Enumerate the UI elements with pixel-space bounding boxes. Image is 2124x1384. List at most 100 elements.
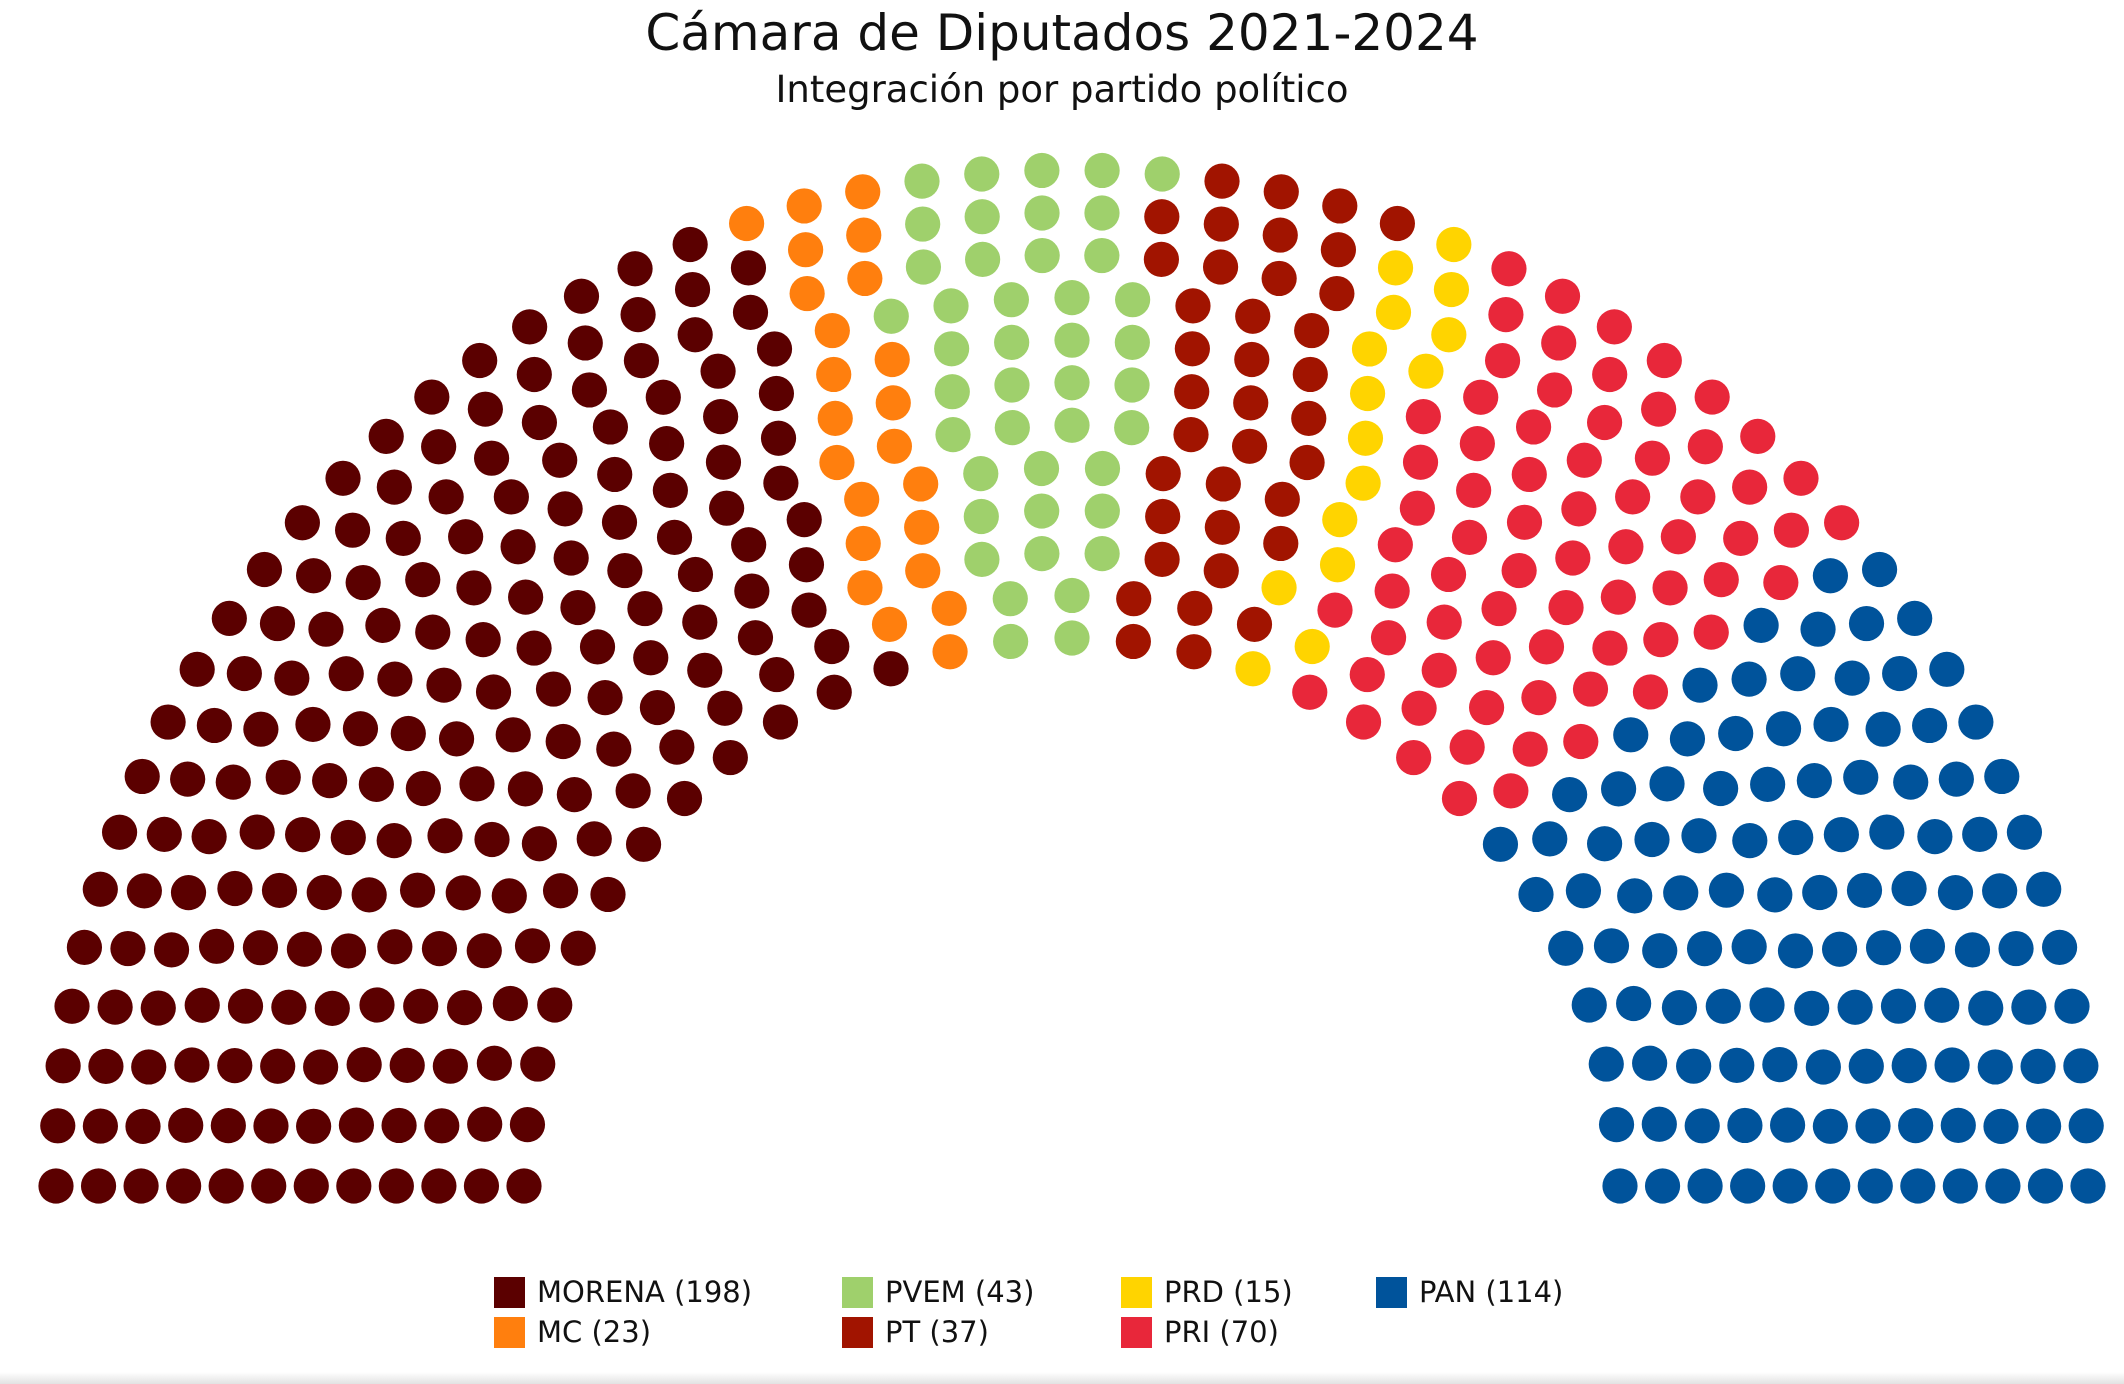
- seat-pan: [1846, 872, 1883, 909]
- legend-label: PRI (70): [1164, 1315, 1279, 1349]
- seat-mc: [819, 444, 855, 481]
- seat-pan: [1893, 764, 1929, 800]
- seat-mc: [786, 188, 822, 224]
- seat-pan: [1898, 1108, 1934, 1144]
- seat-pt: [1379, 205, 1415, 242]
- seat-pan: [1777, 933, 1814, 969]
- seat-mc: [814, 312, 850, 349]
- seat-pri: [1773, 512, 1809, 548]
- seat-pt: [1175, 288, 1211, 324]
- seat-pan: [1977, 1049, 2013, 1085]
- seat-morena: [242, 930, 279, 966]
- seat-morena: [474, 821, 510, 858]
- seat-pan: [1912, 707, 1948, 744]
- seat-morena: [217, 870, 253, 907]
- seat-prd: [1408, 353, 1444, 389]
- seat-pan: [1796, 763, 1832, 799]
- seat-morena: [377, 661, 413, 697]
- seat-prd: [1349, 375, 1386, 412]
- seat-morena: [652, 472, 688, 508]
- seat-pri: [1475, 640, 1511, 676]
- seat-pan: [1837, 989, 1873, 1025]
- seat-pan: [1518, 876, 1554, 913]
- seat-morena: [174, 1047, 210, 1083]
- seat-pan: [1861, 551, 1898, 588]
- seat-pri: [1592, 356, 1628, 393]
- legend-label: MORENA (198): [537, 1275, 753, 1309]
- seat-morena: [627, 590, 663, 627]
- seat-morena: [261, 872, 298, 909]
- seat-pan: [1869, 814, 1905, 850]
- seat-morena: [123, 1168, 159, 1204]
- seat-pan: [1834, 660, 1870, 696]
- seat-morena: [389, 1047, 425, 1083]
- seat-morena: [54, 988, 90, 1024]
- seat-pan: [2006, 814, 2043, 850]
- legend-swatch: [842, 1316, 873, 1348]
- seat-morena: [88, 1048, 124, 1084]
- seat-morena: [542, 442, 578, 478]
- seat-morena: [473, 440, 510, 476]
- seat-pri: [1632, 674, 1669, 710]
- seat-morena: [80, 1168, 117, 1204]
- seat-pan: [1937, 875, 1974, 911]
- seat-morena: [645, 379, 681, 415]
- seat-morena: [330, 819, 366, 856]
- seat-pan: [1641, 1106, 1677, 1142]
- seat-morena: [456, 570, 492, 606]
- seat-morena: [378, 1168, 414, 1204]
- seat-morena: [399, 872, 436, 908]
- seat-morena: [215, 764, 251, 800]
- seat-morena: [336, 1168, 372, 1204]
- seat-pan: [2063, 1048, 2099, 1084]
- seat-pvem: [1054, 620, 1090, 656]
- seat-pan: [1815, 1168, 1851, 1204]
- seat-pvem: [873, 298, 909, 334]
- seat-morena: [521, 404, 558, 441]
- seat-pvem: [1084, 493, 1120, 529]
- seat-pan: [1617, 878, 1653, 914]
- seat-pvem: [963, 498, 999, 535]
- seat-pan: [1891, 870, 1927, 907]
- seat-pan: [1982, 873, 2018, 909]
- seat-pt: [1174, 331, 1210, 367]
- seat-pvem: [994, 410, 1030, 446]
- seat-pri: [1732, 469, 1768, 505]
- seat-morena: [328, 656, 364, 692]
- seat-pan: [1602, 1168, 1638, 1204]
- seat-mc: [905, 553, 941, 589]
- seat-morena: [491, 878, 527, 914]
- seat-pan: [1532, 821, 1568, 857]
- seat-pvem: [1054, 365, 1090, 401]
- seat-prd: [1433, 271, 1470, 308]
- seat-pri: [1463, 379, 1499, 415]
- seat-morena: [227, 988, 264, 1024]
- seat-prd: [1235, 651, 1271, 687]
- seat-pt: [1320, 232, 1356, 268]
- seat-morena: [403, 988, 439, 1024]
- seat-pan: [1571, 987, 1607, 1023]
- seat-mc: [904, 509, 940, 545]
- seat-morena: [666, 780, 703, 817]
- seat-morena: [547, 491, 583, 527]
- seat-prd: [1351, 331, 1388, 367]
- seat-morena: [514, 928, 551, 964]
- legend-item-mc: MC (23): [494, 1312, 651, 1352]
- seat-morena: [615, 773, 651, 809]
- legend-label: PVEM (43): [885, 1275, 1035, 1309]
- seat-pvem: [1084, 195, 1120, 231]
- seat-pri: [1401, 690, 1437, 726]
- seat-pan: [2068, 1108, 2104, 1144]
- seat-morena: [620, 297, 656, 333]
- seat-mc: [816, 356, 852, 393]
- seat-mc: [817, 400, 853, 437]
- seat-pvem: [963, 456, 999, 492]
- seat-pan: [1794, 990, 1830, 1027]
- seat-pan: [1719, 1047, 1755, 1083]
- seat-morena: [296, 1108, 332, 1144]
- seat-pt: [1204, 163, 1240, 199]
- seat-morena: [788, 547, 825, 583]
- seat-pri: [1491, 251, 1527, 287]
- seat-pt: [1203, 206, 1239, 242]
- seat-mc: [874, 341, 910, 378]
